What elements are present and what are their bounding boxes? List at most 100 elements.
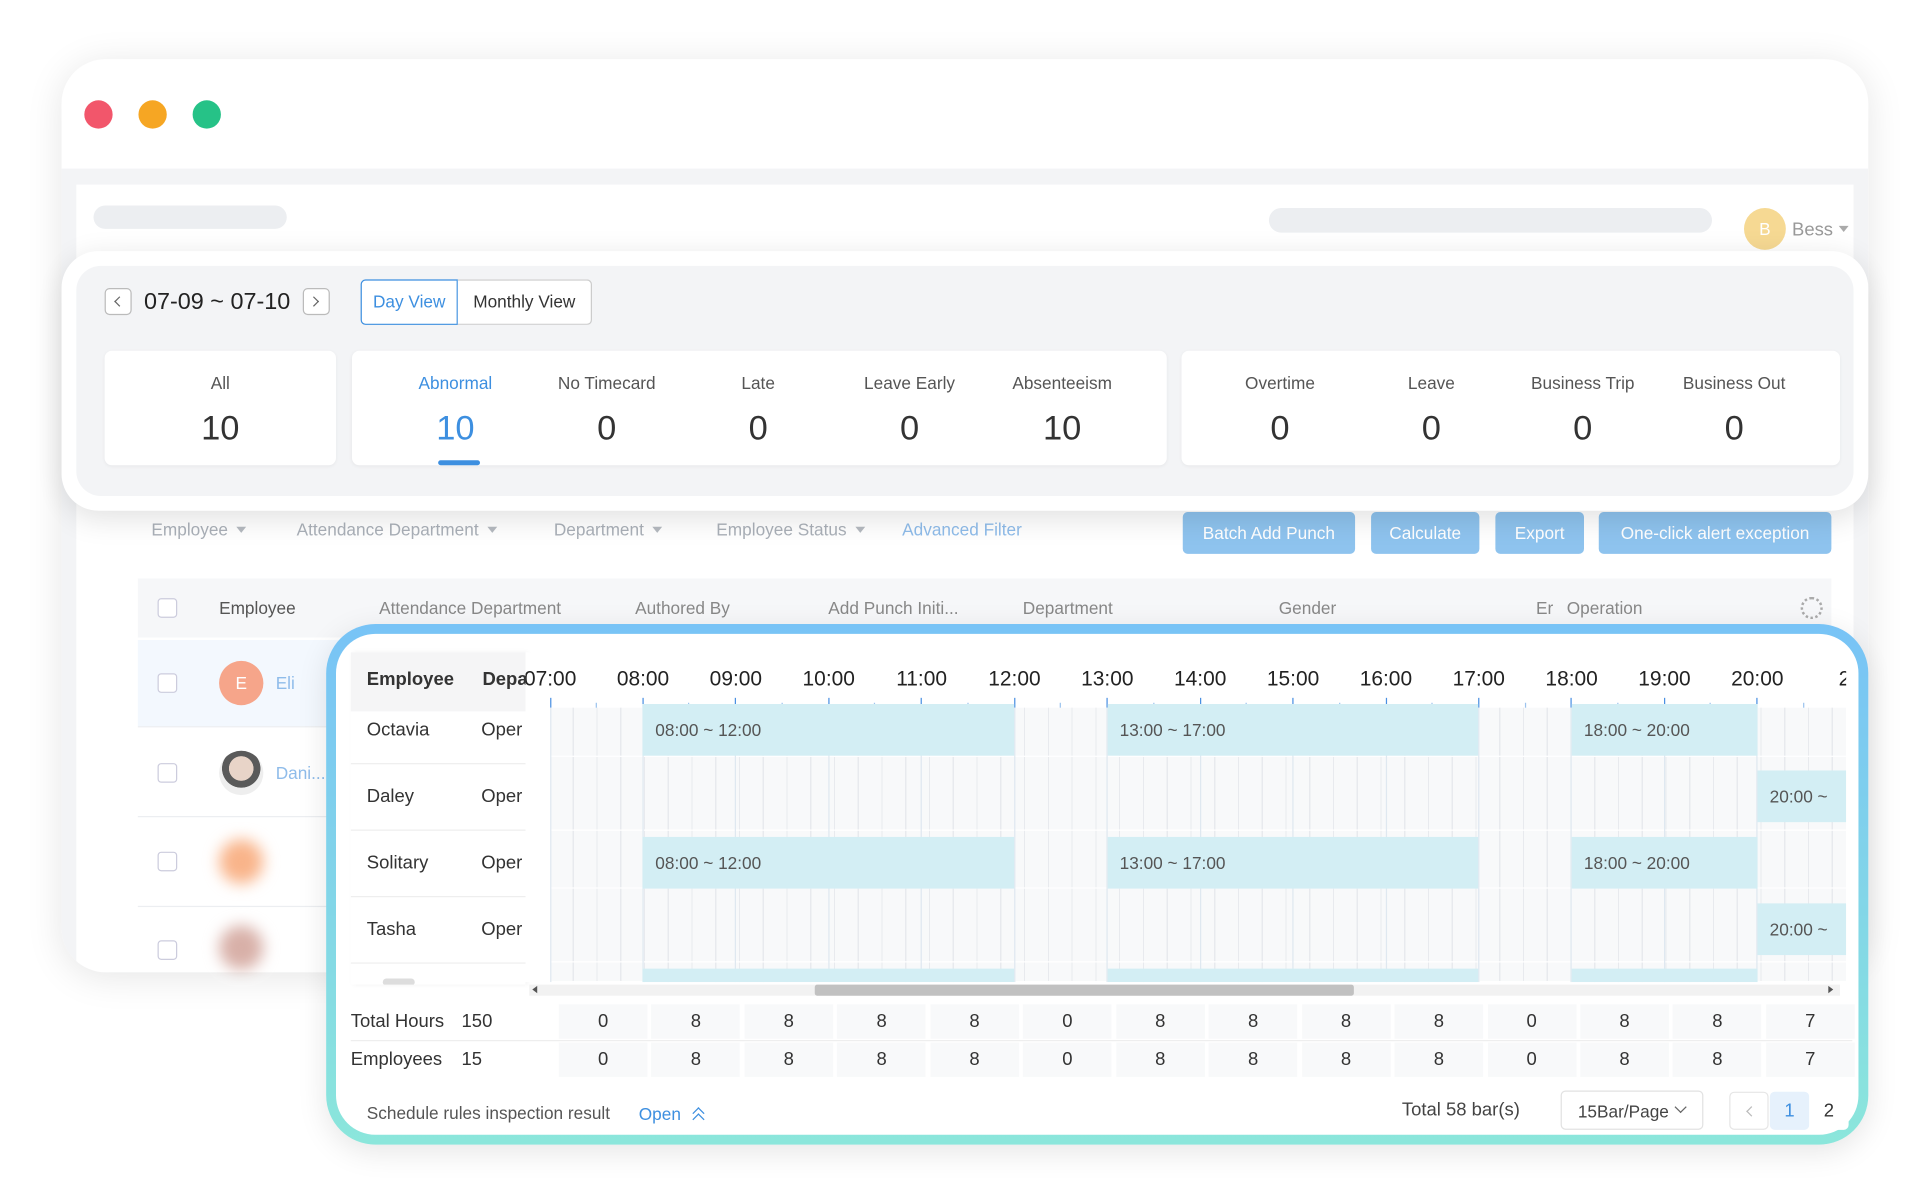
window-control[interactable] <box>192 100 221 129</box>
prev-button[interactable] <box>104 287 132 316</box>
chevron <box>114 296 125 307</box>
stat-label[interactable]: Late <box>741 372 775 393</box>
cell-value: 8 <box>969 1011 980 1032</box>
stat-value[interactable]: 10 <box>1042 408 1082 447</box>
caret <box>855 526 866 538</box>
column-header: Employee <box>366 668 454 690</box>
shift-bar[interactable]: 08:00 ~ 12:00 <box>642 703 1015 756</box>
column-header: Gender <box>1278 598 1337 618</box>
user-avatar[interactable]: B <box>1743 207 1786 250</box>
checkbox[interactable] <box>157 763 178 783</box>
next-button[interactable] <box>302 287 330 316</box>
action-button[interactable]: Batch Add Punch <box>1182 511 1356 554</box>
page-number[interactable]: 1 <box>1769 1091 1810 1130</box>
action-button[interactable]: One-click alert exception <box>1598 511 1832 554</box>
total-cell: 8 <box>651 1004 741 1039</box>
cell-value: 8 <box>1340 1011 1352 1032</box>
stat-label[interactable]: Absenteeism <box>1012 372 1112 393</box>
shift-bar[interactable]: 13:00 ~ 17:00 <box>1107 836 1479 889</box>
total-cell: 8 <box>1394 1042 1484 1077</box>
cell-value: 8 <box>1247 1049 1259 1071</box>
employee-avatar <box>219 925 264 970</box>
shift-bar[interactable]: 20:00 ~ <box>1757 903 1847 956</box>
stat-label[interactable]: Business Out <box>1682 372 1786 393</box>
stat-value[interactable]: 0 <box>1724 408 1744 447</box>
total-cell: 8 <box>1115 1042 1205 1077</box>
employee-column: Employee Depa Octavia Oper Daley Oper Solitary… <box>350 652 526 985</box>
stat-value[interactable]: 0 <box>899 408 920 447</box>
shift-bar[interactable]: 13:00 ~ 17:00 <box>1107 703 1479 756</box>
stat-label[interactable]: Overtime <box>1245 372 1315 393</box>
checkbox[interactable] <box>157 851 178 872</box>
shift-bar <box>1571 968 1758 983</box>
prev-page[interactable] <box>1729 1091 1769 1130</box>
stat-value[interactable]: 0 <box>597 408 617 447</box>
hour-tick <box>1292 697 1294 708</box>
view-toggle[interactable]: Monthly View <box>457 279 592 325</box>
stat-value[interactable]: 0 <box>748 408 768 447</box>
employee-name: Solitary <box>366 852 429 874</box>
filter-dropdown[interactable]: Department <box>554 519 663 539</box>
shift-label: 13:00 ~ 17:00 <box>1119 719 1226 740</box>
shift-bar[interactable]: 18:00 ~ 20:00 <box>1571 836 1758 889</box>
stat-label[interactable]: All <box>210 372 230 393</box>
advanced-filter[interactable]: Advanced Filter <box>902 519 1022 540</box>
view-toggle[interactable]: Day View <box>360 279 458 325</box>
stat-value[interactable]: 0 <box>1270 408 1290 447</box>
stat-card <box>1181 350 1840 466</box>
hour-line <box>1013 707 1016 983</box>
totals-divider <box>350 1039 1853 1042</box>
stat-label[interactable]: Leave <box>1407 372 1455 393</box>
window-control[interactable] <box>84 100 113 129</box>
row-divider <box>350 962 526 964</box>
settings-icon[interactable] <box>1800 596 1823 620</box>
checkbox[interactable] <box>157 673 178 693</box>
cell-value: 0 <box>597 1011 609 1032</box>
filter-dropdown[interactable]: Employee Status <box>716 519 866 539</box>
cell-value: 8 <box>1712 1049 1723 1071</box>
total-cell: 8 <box>1301 1004 1391 1039</box>
open-link[interactable]: Open <box>639 1104 705 1126</box>
cell-value: 8 <box>1712 1011 1723 1032</box>
checkbox[interactable] <box>157 598 178 618</box>
cell-value: 8 <box>690 1011 702 1032</box>
filter-dropdown[interactable]: Attendance Department <box>297 519 498 539</box>
action-button[interactable]: Export <box>1495 511 1584 554</box>
total-cell: 0 <box>1487 1004 1576 1039</box>
hour-tick <box>920 697 923 708</box>
column-header-bg <box>350 652 526 712</box>
total-cell: 0 <box>1023 1004 1112 1039</box>
stat-label[interactable]: Abnormal <box>418 372 493 393</box>
total-cell: 8 <box>1208 1004 1298 1039</box>
total-cell: 7 <box>1765 1004 1855 1039</box>
stat-label[interactable]: Business Trip <box>1531 372 1635 393</box>
stat-value[interactable]: 0 <box>1573 408 1593 447</box>
checkbox[interactable] <box>157 940 178 960</box>
caret <box>1838 225 1849 237</box>
shift-bar[interactable]: 18:00 ~ 20:00 <box>1571 703 1758 756</box>
total-value: 15 <box>461 1049 483 1071</box>
stat-label[interactable]: No Timecard <box>557 372 656 393</box>
stat-value[interactable]: 0 <box>1421 408 1441 447</box>
hour-label: 21 <box>1839 667 1847 692</box>
action-button[interactable]: Calculate <box>1371 511 1480 554</box>
cell-value: 0 <box>1062 1011 1073 1032</box>
shift-bar[interactable]: 20:00 ~ <box>1757 770 1847 823</box>
stat-value[interactable]: 10 <box>436 408 475 447</box>
stat-label[interactable]: Leave Early <box>864 372 956 393</box>
stat-value[interactable]: 10 <box>201 408 240 447</box>
cell-value: 0 <box>1526 1049 1537 1071</box>
employee-name[interactable]: Eli <box>275 673 295 693</box>
scroll-thumb[interactable] <box>814 984 1354 996</box>
filter-dropdown[interactable]: Employee <box>151 519 247 539</box>
shift-bar <box>642 968 1015 983</box>
user-name[interactable]: Bess <box>1791 219 1834 241</box>
shift-bar[interactable]: 08:00 ~ 12:00 <box>642 836 1015 889</box>
scroll-grip <box>382 978 415 985</box>
window-control[interactable] <box>138 100 167 129</box>
employee-name[interactable]: Dani... <box>275 763 326 783</box>
page-size-select[interactable]: 15Bar/Page <box>1560 1090 1704 1130</box>
half-tick <box>1524 702 1526 708</box>
cell-value: 8 <box>783 1011 794 1032</box>
page-number[interactable]: 2 <box>1809 1091 1849 1130</box>
